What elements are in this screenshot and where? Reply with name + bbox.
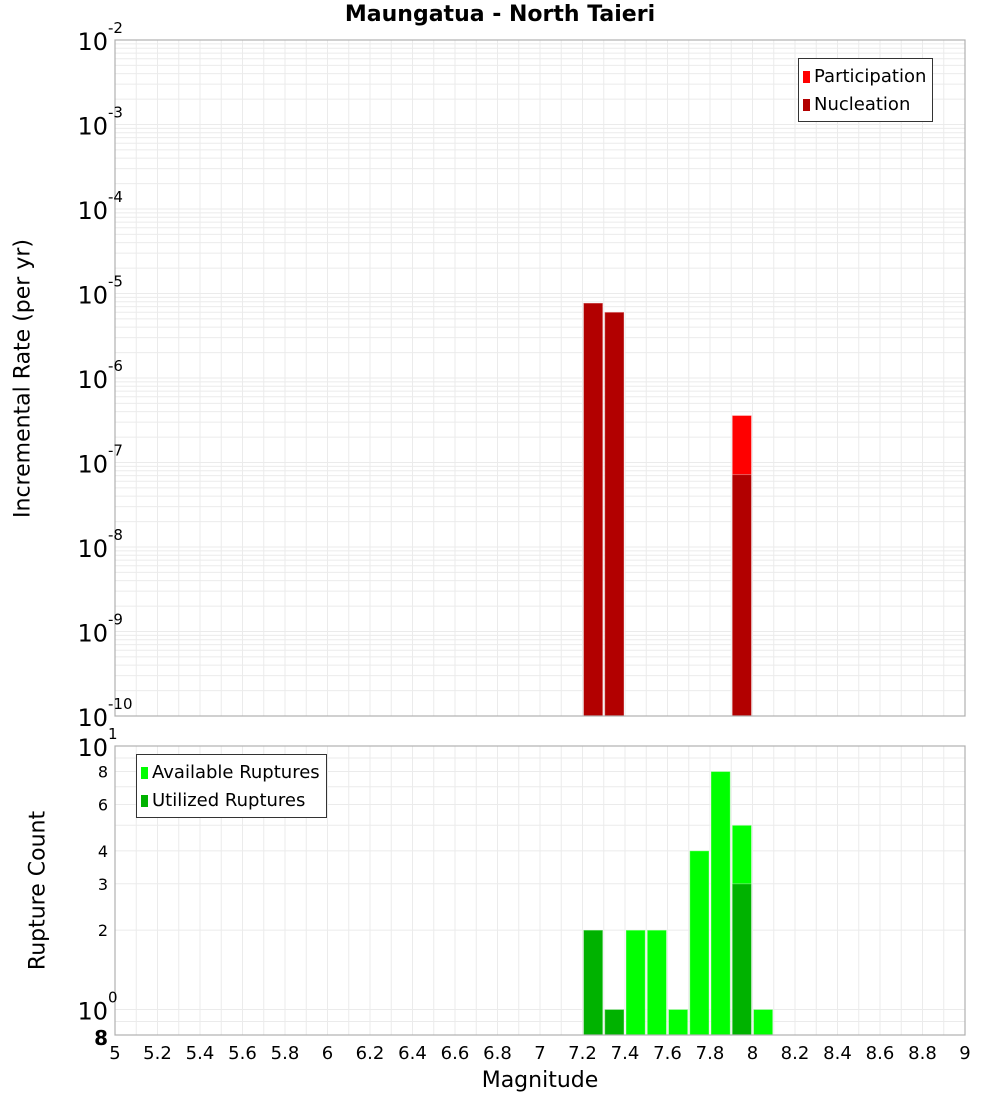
svg-text:-9: -9	[108, 611, 123, 629]
svg-text:7.8: 7.8	[696, 1043, 725, 1064]
nucleation-swatch-icon	[803, 99, 810, 111]
bottom-y-axis-label: Rupture Count	[25, 810, 51, 971]
bar	[604, 311, 625, 717]
svg-text:6: 6	[98, 795, 108, 814]
legend-label: Nucleation	[814, 94, 911, 115]
svg-text:10: 10	[77, 197, 108, 225]
bar	[689, 850, 710, 1036]
svg-text:-2: -2	[108, 19, 123, 37]
svg-text:0: 0	[108, 988, 118, 1006]
top-legend: Participation Nucleation	[798, 58, 934, 122]
bar	[625, 929, 646, 1036]
svg-text:6.4: 6.4	[398, 1043, 427, 1064]
svg-text:-7: -7	[108, 442, 123, 460]
svg-text:7.2: 7.2	[568, 1043, 597, 1064]
svg-text:-8: -8	[108, 526, 123, 544]
svg-text:5.6: 5.6	[228, 1043, 257, 1064]
available-swatch-icon	[141, 767, 148, 779]
svg-text:6.6: 6.6	[441, 1043, 470, 1064]
x-axis-label: Magnitude	[481, 1068, 599, 1093]
svg-text:-6: -6	[108, 357, 123, 375]
svg-text:10: 10	[77, 535, 108, 563]
svg-text:8.8: 8.8	[908, 1043, 937, 1064]
svg-text:6.2: 6.2	[356, 1043, 385, 1064]
legend-item-utilized: Utilized Ruptures	[141, 787, 320, 815]
bar	[583, 929, 604, 1036]
plot-panel	[114, 745, 966, 1036]
svg-text:10: 10	[77, 113, 108, 141]
svg-text:-10: -10	[108, 695, 133, 713]
svg-text:8: 8	[94, 1026, 108, 1050]
svg-text:10: 10	[77, 451, 108, 479]
legend-label: Utilized Ruptures	[152, 790, 306, 811]
svg-text:8.2: 8.2	[781, 1043, 810, 1064]
svg-text:6.8: 6.8	[483, 1043, 512, 1064]
chart-title: Maungatua - North Taieri	[344, 2, 656, 27]
svg-text:10: 10	[77, 366, 108, 394]
svg-text:10: 10	[77, 997, 108, 1025]
svg-text:10: 10	[77, 704, 108, 732]
svg-text:10: 10	[77, 734, 108, 762]
bar	[604, 1008, 625, 1036]
bar	[710, 771, 731, 1036]
svg-text:1: 1	[108, 725, 118, 743]
svg-text:5: 5	[109, 1043, 120, 1064]
svg-text:5.4: 5.4	[186, 1043, 215, 1064]
utilized-swatch-icon	[141, 795, 148, 807]
svg-text:10: 10	[77, 28, 108, 56]
legend-item-nucleation: Nucleation	[803, 91, 926, 119]
svg-text:10: 10	[77, 620, 108, 648]
svg-text:-3: -3	[108, 104, 123, 122]
svg-text:3: 3	[98, 875, 108, 894]
svg-text:4: 4	[98, 842, 108, 861]
legend-label: Available Ruptures	[152, 762, 320, 783]
svg-text:8: 8	[747, 1043, 758, 1064]
participation-swatch-icon	[803, 71, 810, 83]
bar	[731, 883, 752, 1036]
svg-text:2: 2	[98, 921, 108, 940]
bar	[646, 929, 667, 1036]
svg-text:7: 7	[534, 1043, 545, 1064]
svg-text:8.4: 8.4	[823, 1043, 852, 1064]
bar	[731, 474, 752, 717]
top-y-axis-label: Incremental Rate (per yr)	[10, 239, 36, 518]
bar	[753, 1008, 774, 1036]
svg-text:6: 6	[322, 1043, 333, 1064]
plot-panel	[114, 39, 966, 717]
svg-text:10: 10	[77, 282, 108, 310]
svg-text:-4: -4	[108, 188, 123, 206]
legend-item-participation: Participation	[803, 63, 926, 91]
svg-text:8.6: 8.6	[866, 1043, 895, 1064]
svg-text:5.2: 5.2	[143, 1043, 172, 1064]
bottom-legend: Available Ruptures Utilized Ruptures	[136, 754, 327, 818]
bar	[583, 302, 604, 717]
bar	[668, 1008, 689, 1036]
svg-text:9: 9	[959, 1043, 970, 1064]
svg-text:7.4: 7.4	[611, 1043, 640, 1064]
legend-item-available: Available Ruptures	[141, 759, 320, 787]
svg-text:5.8: 5.8	[271, 1043, 300, 1064]
svg-text:7.6: 7.6	[653, 1043, 682, 1064]
legend-label: Participation	[814, 66, 927, 87]
svg-text:-5: -5	[108, 273, 123, 291]
svg-text:8: 8	[98, 763, 108, 782]
